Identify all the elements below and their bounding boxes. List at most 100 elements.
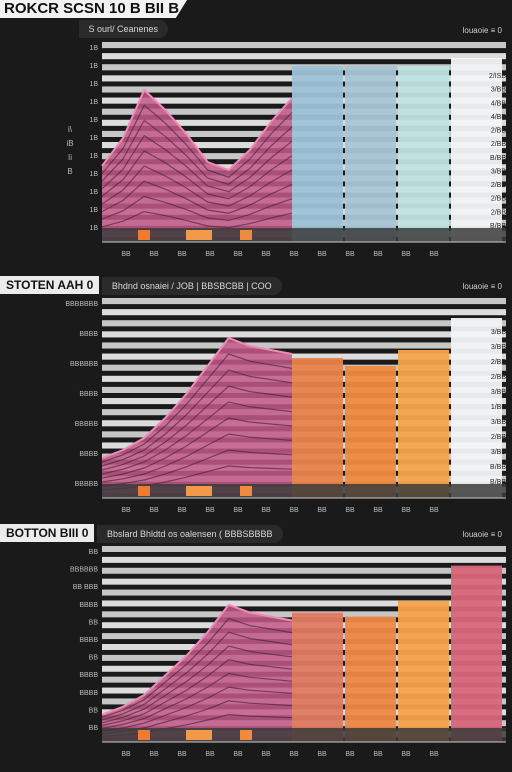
legend-tag: Iouaoie ≡ 0 — [462, 26, 502, 35]
y-tick-label-right: 3/BB — [491, 449, 507, 456]
y-tick-label-left: BBBB — [79, 331, 98, 338]
area-stripe — [101, 617, 293, 718]
chart-top: 1B 1B 1B 1B 1B 1B 1B 1B 1B 1B 1B i\ iB Ii B 2/ISB 3/BB 4/… — [66, 42, 507, 258]
bar-1 — [345, 366, 396, 498]
x-tick-label: BB — [317, 251, 327, 258]
x-tick-label: BB — [289, 507, 299, 514]
x-tick-label: BB — [373, 507, 383, 514]
x-tick-label: BB — [317, 751, 327, 758]
area-stripe — [101, 631, 293, 721]
x-tick-label: BB — [233, 507, 243, 514]
x-tick-label: BB — [261, 751, 271, 758]
area-stripe — [101, 134, 293, 193]
y-tick-label-right: 3/BB — [491, 329, 507, 336]
y-tick-label-left: BB — [89, 549, 99, 556]
area-stripe — [101, 417, 293, 479]
y-tick-label-left: 1B — [89, 99, 98, 106]
bar-3 — [451, 565, 502, 742]
baseline-marker — [186, 230, 212, 240]
bar-2 — [398, 600, 449, 742]
x-tick-label: BB — [345, 751, 355, 758]
x-tick-label: BB — [261, 507, 271, 514]
panel-header: S ourl/ Ceanenes — [64, 20, 169, 38]
y-tick-label-right: 2/BB — [491, 182, 507, 189]
y-tick-label-left: 1B — [89, 81, 98, 88]
x-tick-label: BB — [177, 751, 187, 758]
x-tick-label: BB — [345, 507, 355, 514]
x-tick-label: BB — [205, 507, 215, 514]
area-stripe — [101, 659, 293, 727]
y-tick-label-left: BBBBB — [75, 421, 99, 428]
y-tick-label-right: 2/ISB — [489, 73, 506, 80]
y-tick-label-left: BBBB — [79, 690, 98, 697]
y-tick-label-right: B/BB — [490, 464, 506, 471]
panel-title: STOTEN AAH 0 — [0, 276, 100, 294]
y-tick-label-left: 1B — [89, 225, 98, 232]
area-stripe — [101, 449, 293, 487]
area-stripe — [101, 672, 293, 729]
area-stripe — [101, 353, 293, 463]
x-tick-label: BB — [401, 251, 411, 258]
area-stripe — [101, 385, 293, 471]
x-tick-label: BB — [373, 751, 383, 758]
grid-band — [102, 342, 506, 349]
area-stripe — [101, 210, 293, 229]
grid-band — [102, 600, 506, 607]
y-tick-label-right: 3/BB — [491, 419, 507, 426]
panel-header: STOTEN AAH 0 Bhdnd osnaiei / JOB | BBSBC… — [0, 276, 282, 295]
area-line — [101, 603, 293, 716]
bar-3 — [451, 318, 502, 498]
baseline-marker — [186, 486, 212, 496]
baseline-marker — [138, 730, 150, 740]
y-tick-label-right: 2/BB — [491, 141, 507, 148]
y-tick-label-right: 3/BB — [491, 168, 507, 175]
side-label: Ii — [68, 153, 72, 162]
y-tick-label-left: 1B — [89, 153, 98, 160]
x-tick-label: BB — [429, 751, 439, 758]
legend-tag: Iouaoie ≡ 0 — [462, 530, 502, 539]
y-tick-label-right: 2/BB — [491, 434, 507, 441]
x-tick-label: BB — [205, 251, 215, 258]
x-tick-label: BB — [233, 251, 243, 258]
x-tick-label: BB — [149, 507, 159, 514]
y-tick-label-right: B/BB — [490, 155, 506, 162]
bar-2 — [398, 350, 449, 498]
y-tick-label-right: 2/BB — [491, 374, 507, 381]
y-tick-label-left: BBBB — [79, 602, 98, 609]
grid-band — [102, 353, 506, 360]
baseline-marker — [240, 230, 252, 240]
grid-band — [102, 578, 506, 585]
y-tick-label-left: 1B — [89, 135, 98, 142]
y-tick-label-right: 3/BB — [491, 87, 507, 94]
chart-panel-middle: STOTEN AAH 0 Bhdnd osnaiei / JOB | BBSBC… — [0, 274, 512, 524]
bar-2 — [398, 66, 449, 242]
grid-band — [102, 546, 506, 552]
bar-3 — [451, 58, 502, 242]
area-stripe — [101, 686, 293, 732]
grid-band — [102, 589, 506, 596]
y-tick-label-right: 2/BB — [491, 128, 507, 135]
x-tick-label: BB — [317, 507, 327, 514]
area-line — [101, 88, 293, 172]
y-tick-label-left: BB — [89, 725, 99, 732]
y-tick-label-left: BBBBBBB — [65, 301, 98, 308]
baseline-marker — [240, 730, 252, 740]
area-stripe — [101, 433, 293, 483]
y-tick-label-right: 4/BB — [491, 100, 507, 107]
grid-band — [102, 298, 506, 305]
area-stripe — [101, 119, 293, 186]
x-tick-label: BB — [121, 751, 131, 758]
side-label: B — [67, 167, 72, 176]
area-stripe — [101, 195, 293, 222]
grid-band — [102, 331, 506, 338]
bar-0 — [292, 612, 343, 742]
y-tick-label-left: BB — [89, 707, 99, 714]
y-tick-label-left: BBBB — [79, 637, 98, 644]
baseline-marker — [240, 486, 252, 496]
panel-title: BOTTON BIII 0 — [0, 524, 95, 542]
x-tick-label: BB — [205, 751, 215, 758]
legend-tag: Iouaoie ≡ 0 — [462, 282, 502, 291]
x-tick-label: BB — [345, 251, 355, 258]
grid-band — [102, 53, 506, 60]
